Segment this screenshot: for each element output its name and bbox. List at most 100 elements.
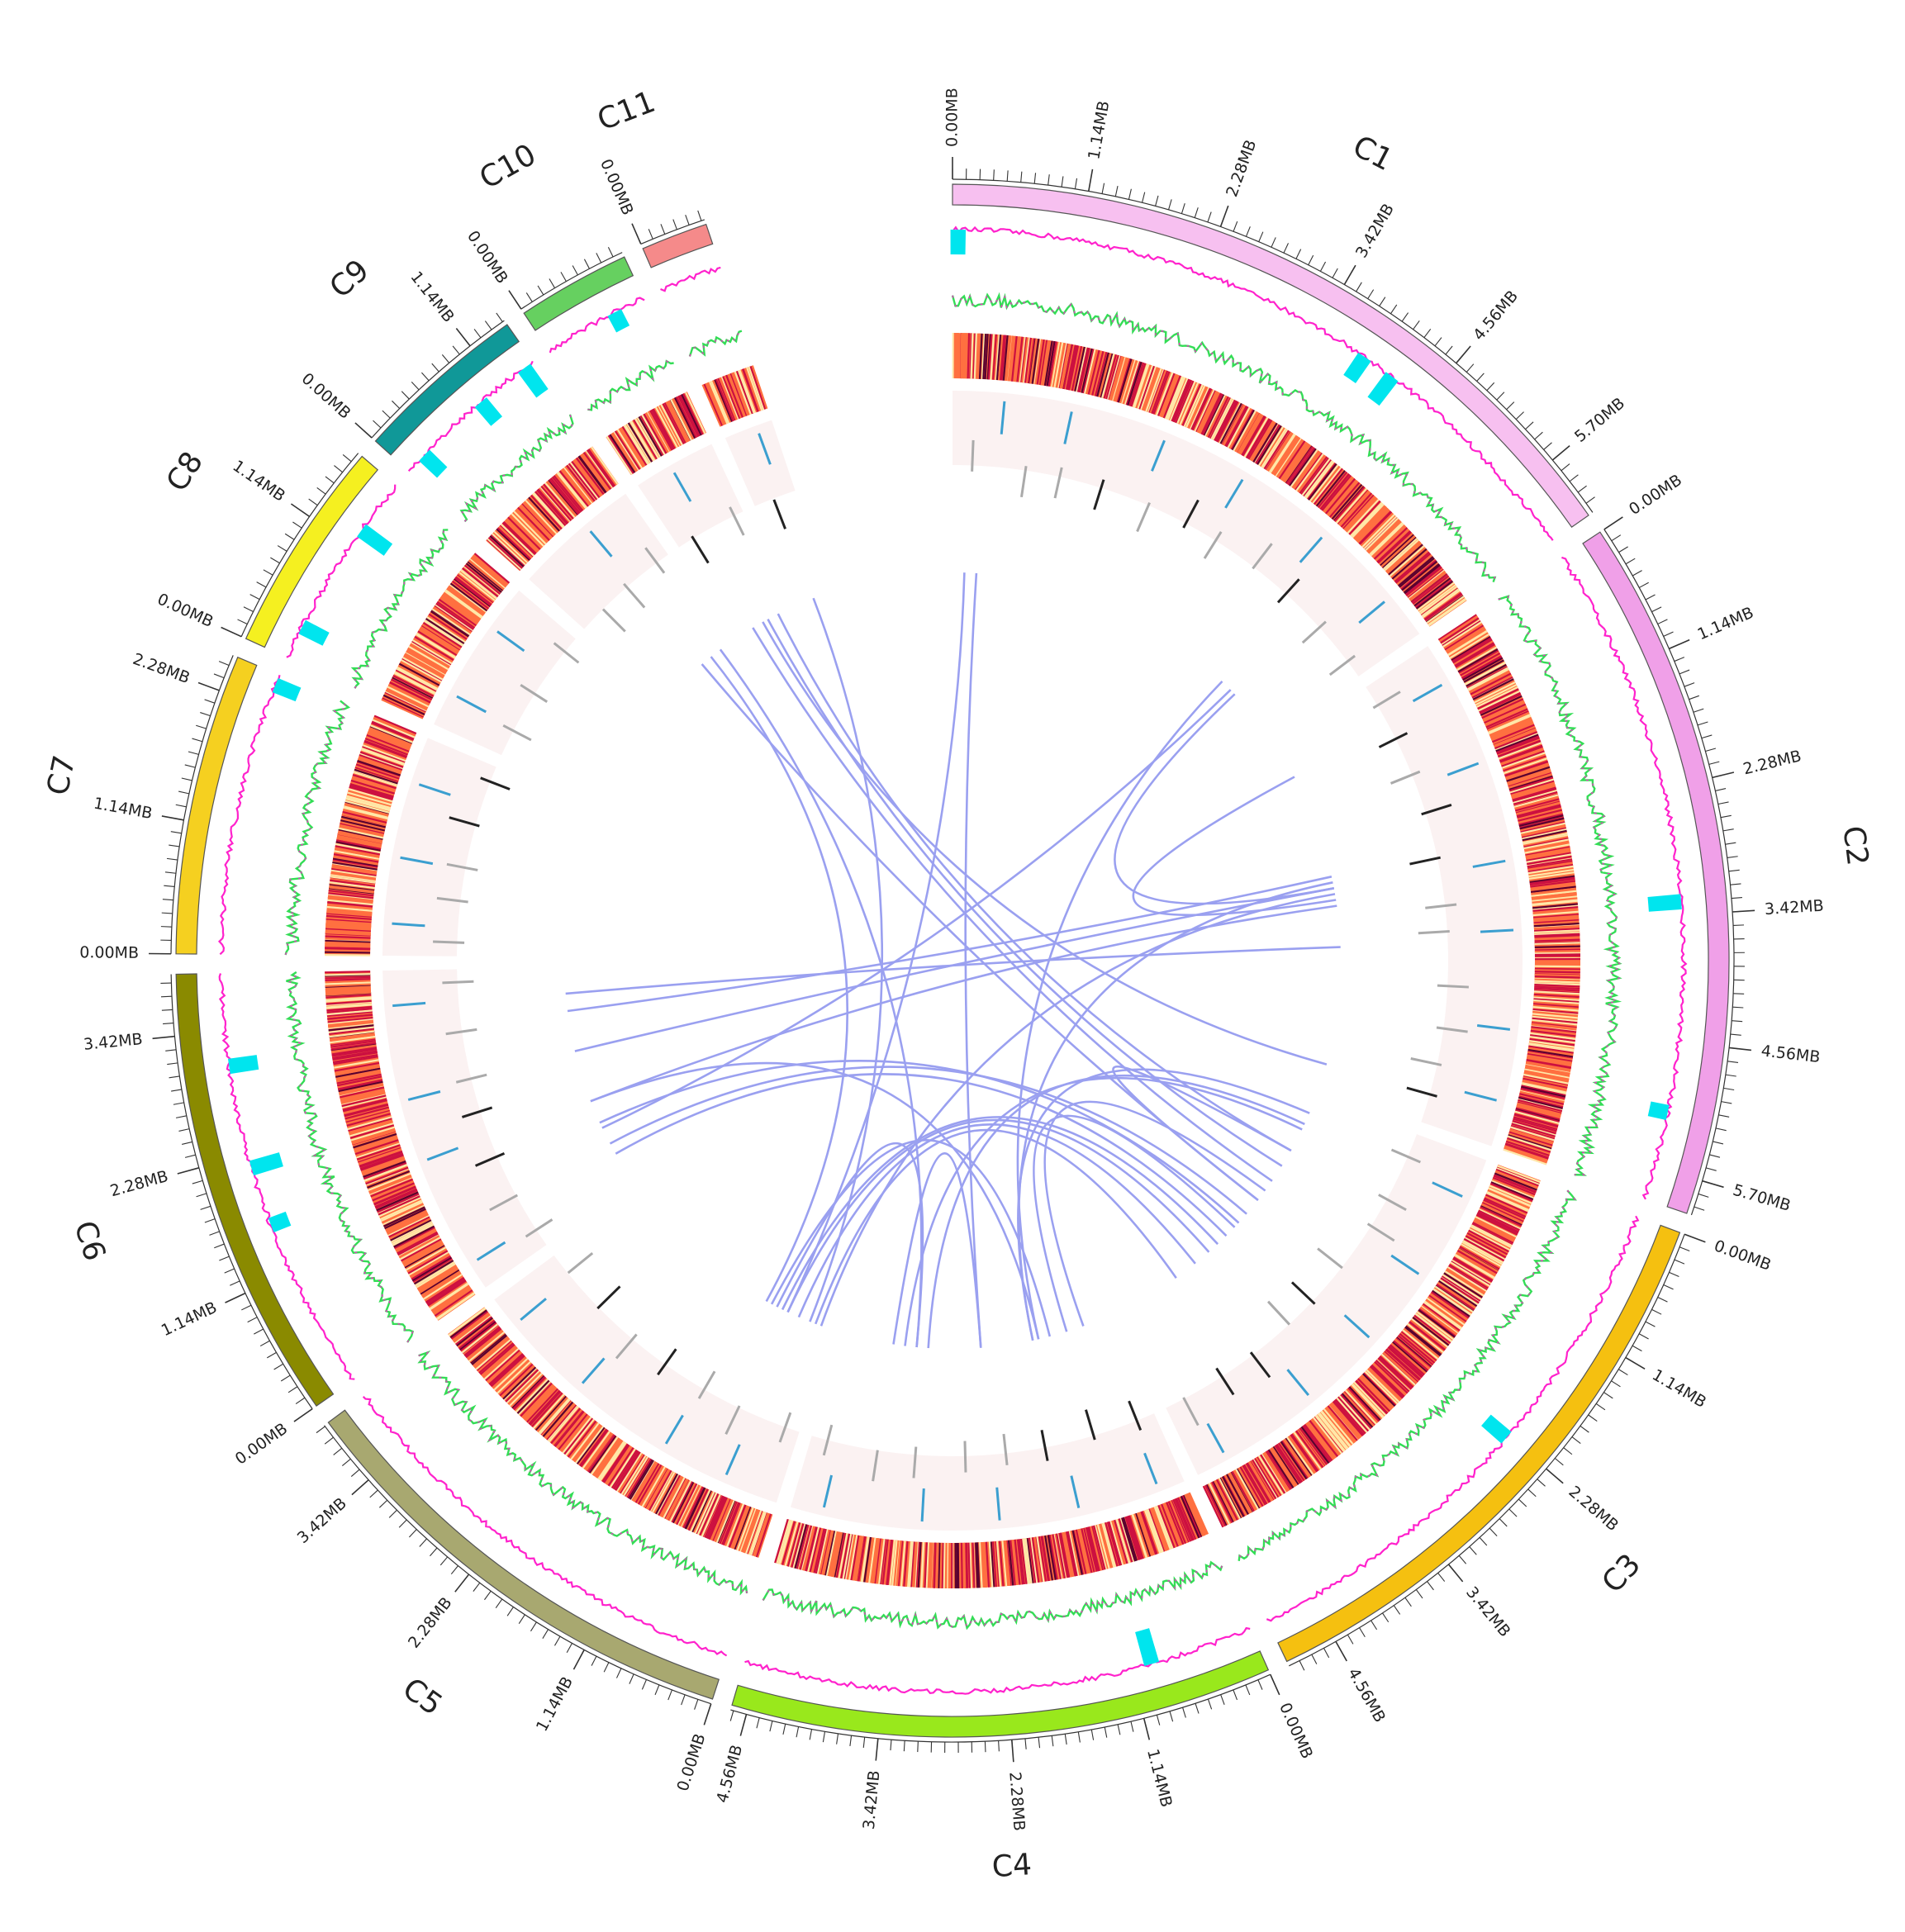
- heatmap-cell: [328, 1024, 374, 1032]
- heatmap-cell: [354, 766, 399, 782]
- heatmap-cell: [382, 1206, 425, 1227]
- heatmap-cell: [1504, 1142, 1549, 1159]
- heatmap-cell: [1086, 1526, 1100, 1572]
- minor-tick: [1393, 1605, 1401, 1615]
- heatmap-cell: [1532, 1015, 1578, 1023]
- heatmap-cell: [1452, 638, 1493, 664]
- heatmap-cell: [327, 899, 373, 906]
- heatmap-cell: [671, 1481, 693, 1523]
- heatmap-cell: [574, 458, 604, 496]
- heatmap-cell: [325, 975, 371, 980]
- heatmap-cell: [1126, 1516, 1142, 1560]
- heatmap-cell: [1397, 556, 1434, 587]
- heatmap-cell: [1111, 1520, 1126, 1565]
- heatmap-cell: [368, 1172, 411, 1191]
- heatmap-cell: [339, 1084, 384, 1096]
- heatmap-cell: [1141, 1511, 1158, 1555]
- heatmap-cell: [1519, 819, 1565, 832]
- heatmap-cell: [1473, 1219, 1515, 1241]
- heatmap-cell: [728, 1504, 747, 1548]
- heatmap-cell: [853, 1536, 862, 1581]
- minor-tick: [163, 1023, 174, 1025]
- minor-tick: [782, 1724, 786, 1735]
- heatmap-cell: [327, 1016, 373, 1023]
- heatmap-cell: [751, 365, 768, 410]
- heatmap-cell: [1277, 1442, 1305, 1482]
- marker-gray: [1372, 691, 1401, 710]
- heatmap-cell: [1503, 755, 1546, 772]
- heatmap-cell: [1369, 522, 1404, 556]
- heatmap-cell: [1472, 1222, 1514, 1244]
- tick-label: 1.14MB: [1085, 99, 1113, 160]
- heatmap-cell: [1250, 421, 1276, 462]
- heatmap-cell: [1090, 350, 1103, 396]
- heatmap-cell: [1076, 347, 1088, 392]
- heatmap-cell: [1532, 910, 1579, 917]
- gc-content-overlay: [460, 414, 574, 522]
- heatmap-cell: [1480, 1205, 1523, 1227]
- heatmap-cell: [1231, 409, 1256, 451]
- heatmap-cell: [1388, 544, 1423, 576]
- major-tick: [1088, 169, 1094, 192]
- heatmap-cell: [329, 1030, 375, 1038]
- heatmap-cell: [593, 1438, 621, 1477]
- heatmap-cell: [675, 396, 698, 439]
- heatmap-cell: [500, 1365, 534, 1398]
- chrom-label-c2: C2: [1836, 824, 1874, 868]
- heatmap-cell: [349, 786, 393, 801]
- heatmap-cell: [1147, 368, 1165, 413]
- heatmap-cell: [1446, 627, 1486, 653]
- minor-tick: [903, 1740, 905, 1752]
- heatmap-cell: [382, 694, 425, 716]
- tick-label: 1.14MB: [93, 795, 154, 824]
- marker-gray: [1002, 1433, 1009, 1465]
- heatmap-cell: [1454, 642, 1494, 667]
- marker-gray: [455, 1073, 487, 1084]
- heatmap-cell: [815, 1528, 827, 1574]
- minor-tick: [408, 1529, 417, 1538]
- tick-baseline: [1289, 1234, 1685, 1667]
- heatmap-cell: [393, 672, 435, 695]
- heatmap-cell: [1501, 752, 1546, 769]
- heatmap-cell: [1439, 1279, 1479, 1306]
- heatmap-cell: [1413, 577, 1451, 607]
- heatmap-cell: [1222, 1476, 1245, 1517]
- heatmap-cell: [1494, 1172, 1537, 1191]
- marker-gray: [1053, 467, 1063, 499]
- heatmap-cell: [394, 671, 436, 694]
- heatmap-cell: [611, 432, 639, 472]
- heatmap-cell: [453, 1313, 491, 1343]
- heatmap-cell: [1228, 408, 1252, 449]
- chrom-label-c6: C6: [67, 1217, 112, 1265]
- marker-gray: [502, 724, 532, 742]
- heatmap-cell: [1315, 1414, 1346, 1452]
- gc-skew-line: [362, 1396, 728, 1657]
- heatmap-cell: [658, 1474, 681, 1517]
- minor-tick: [1571, 1436, 1581, 1444]
- heatmap-cell: [363, 1163, 407, 1182]
- marker-blue: [1472, 859, 1506, 868]
- heatmap-cell: [429, 1282, 468, 1310]
- heatmap-cell: [346, 1113, 392, 1128]
- heatmap-cell: [990, 1541, 995, 1588]
- heatmap-cell: [487, 1351, 523, 1384]
- heatmap-cell: [335, 1071, 382, 1082]
- heatmap-cell: [398, 1235, 440, 1259]
- heatmap-cell: [1527, 865, 1574, 875]
- heatmap-cell: [1476, 686, 1518, 708]
- heatmap-cell: [550, 1407, 582, 1445]
- heatmap-cell: [707, 382, 727, 425]
- heatmap-cell: [1099, 1523, 1113, 1569]
- heatmap-cell: [1533, 919, 1580, 924]
- heatmap-cell: [1280, 1441, 1308, 1480]
- heatmap-cell: [1130, 363, 1147, 407]
- heatmap-cell: [340, 817, 386, 830]
- marker-gray: [1203, 531, 1223, 559]
- heatmap-cell: [1452, 1256, 1494, 1282]
- heatmap-cell: [1290, 449, 1318, 487]
- heatmap-cell: [1479, 691, 1521, 714]
- heatmap-cell: [1212, 398, 1235, 441]
- heatmap-cell: [749, 366, 767, 410]
- heatmap-cell: [417, 1265, 458, 1292]
- heatmap-cell: [1472, 678, 1514, 700]
